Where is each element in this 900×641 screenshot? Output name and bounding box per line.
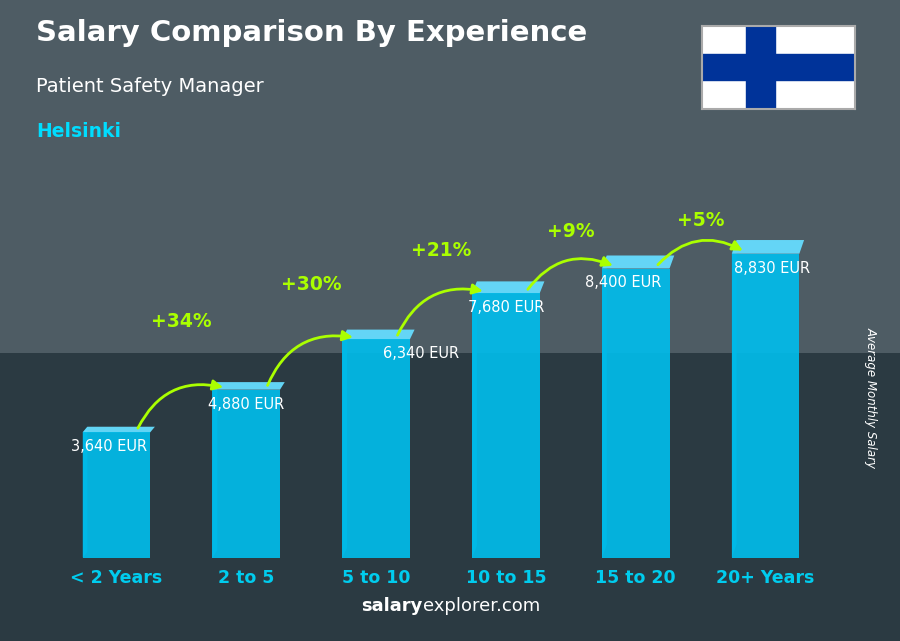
Text: explorer.com: explorer.com xyxy=(423,597,540,615)
Polygon shape xyxy=(732,254,799,558)
Polygon shape xyxy=(212,382,284,390)
Text: salary: salary xyxy=(362,597,423,615)
Polygon shape xyxy=(472,294,540,558)
Polygon shape xyxy=(212,390,280,558)
Polygon shape xyxy=(83,427,87,558)
Polygon shape xyxy=(83,427,155,433)
Text: 8,400 EUR: 8,400 EUR xyxy=(585,276,661,290)
Text: +34%: +34% xyxy=(151,312,212,331)
Bar xyxy=(746,26,775,109)
Text: Average Monthly Salary: Average Monthly Salary xyxy=(865,327,878,468)
Polygon shape xyxy=(732,240,736,558)
Polygon shape xyxy=(83,433,150,558)
Text: Patient Safety Manager: Patient Safety Manager xyxy=(36,77,264,96)
Text: 7,680 EUR: 7,680 EUR xyxy=(468,300,544,315)
Polygon shape xyxy=(732,240,804,254)
Text: 6,340 EUR: 6,340 EUR xyxy=(382,346,459,362)
Text: +30%: +30% xyxy=(281,275,341,294)
Text: 4,880 EUR: 4,880 EUR xyxy=(208,397,284,412)
Text: +5%: +5% xyxy=(677,211,724,230)
Text: 3,640 EUR: 3,640 EUR xyxy=(71,439,147,454)
Polygon shape xyxy=(342,340,410,558)
Bar xyxy=(0,0,900,353)
Text: +9%: +9% xyxy=(547,222,595,241)
Polygon shape xyxy=(602,256,607,558)
Polygon shape xyxy=(342,329,415,340)
Text: Helsinki: Helsinki xyxy=(36,122,121,141)
Text: 8,830 EUR: 8,830 EUR xyxy=(734,261,810,276)
Polygon shape xyxy=(472,281,544,294)
Bar xyxy=(702,54,855,80)
Text: Salary Comparison By Experience: Salary Comparison By Experience xyxy=(36,19,587,47)
Polygon shape xyxy=(212,382,217,558)
Text: +21%: +21% xyxy=(410,240,472,260)
Polygon shape xyxy=(602,256,674,269)
Bar xyxy=(0,353,900,641)
Polygon shape xyxy=(602,269,670,558)
Polygon shape xyxy=(472,281,477,558)
Polygon shape xyxy=(342,329,347,558)
